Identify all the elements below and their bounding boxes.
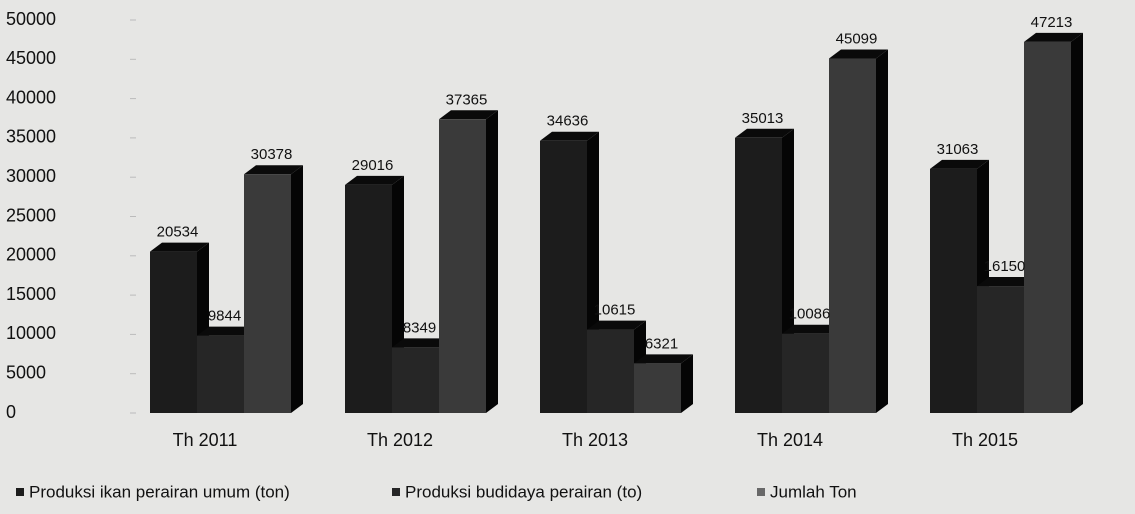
bar-top bbox=[540, 131, 599, 141]
y-tick-label: 45000 bbox=[6, 48, 56, 68]
bar-side bbox=[291, 165, 303, 413]
bar-front bbox=[587, 329, 634, 413]
bar-top bbox=[392, 338, 451, 348]
y-tick-label: 50000 bbox=[6, 9, 56, 29]
legend-swatch bbox=[392, 488, 400, 496]
bar-top bbox=[829, 49, 888, 59]
bar-front bbox=[392, 347, 439, 413]
x-tick-label: Th 2015 bbox=[952, 430, 1018, 450]
bar bbox=[439, 110, 498, 413]
bar-top bbox=[244, 165, 303, 175]
value-label: 29016 bbox=[352, 157, 394, 174]
y-tick-label: 30000 bbox=[6, 166, 56, 186]
legend-swatch bbox=[757, 488, 765, 496]
bar bbox=[1024, 32, 1083, 413]
bar-top bbox=[1024, 32, 1083, 42]
x-tick-label: Th 2011 bbox=[173, 430, 238, 450]
bar-front bbox=[150, 251, 197, 413]
value-label: 34636 bbox=[547, 113, 589, 130]
bar-front bbox=[735, 137, 782, 413]
bar-front bbox=[782, 333, 829, 413]
bar-top bbox=[930, 159, 989, 169]
bar-front bbox=[829, 58, 876, 414]
x-tick-label: Th 2012 bbox=[367, 430, 433, 450]
bar-front bbox=[977, 286, 1024, 413]
y-tick-label: 35000 bbox=[6, 127, 56, 147]
bar-top bbox=[439, 110, 498, 120]
bar-top bbox=[587, 320, 646, 330]
bar-top bbox=[634, 354, 693, 364]
value-label: 6321 bbox=[645, 335, 678, 352]
y-tick-label: 0 bbox=[6, 402, 16, 422]
value-label: 20534 bbox=[157, 224, 199, 241]
bar-side bbox=[876, 49, 888, 414]
bar-top bbox=[197, 326, 256, 336]
value-label: 47213 bbox=[1031, 14, 1073, 31]
bar-front bbox=[345, 184, 392, 413]
y-tick-label: 15000 bbox=[6, 284, 56, 304]
legend-label: Produksi ikan perairan umum (ton) bbox=[29, 482, 290, 501]
y-tick-label: 10000 bbox=[6, 323, 56, 343]
bar bbox=[930, 159, 989, 413]
y-tick-label: 5000 bbox=[6, 362, 46, 382]
bar bbox=[634, 354, 693, 413]
bar bbox=[244, 165, 303, 413]
legend-swatch bbox=[16, 488, 24, 496]
bar-top bbox=[150, 242, 209, 252]
legend-label: Produksi budidaya perairan (to) bbox=[405, 482, 642, 501]
bar bbox=[977, 277, 1036, 413]
value-label: 8349 bbox=[403, 319, 436, 336]
value-label: 16150 bbox=[984, 258, 1026, 275]
bar-front bbox=[1024, 41, 1071, 413]
bar-top bbox=[977, 277, 1036, 287]
y-tick-label: 20000 bbox=[6, 245, 56, 265]
y-tick-label: 40000 bbox=[6, 87, 56, 107]
bar-side bbox=[1071, 32, 1083, 413]
x-tick-label: Th 2014 bbox=[757, 430, 823, 450]
value-label: 10086 bbox=[789, 306, 831, 323]
value-label: 37365 bbox=[446, 91, 488, 108]
bar bbox=[829, 49, 888, 414]
bar-front bbox=[930, 168, 977, 413]
value-label: 31063 bbox=[937, 141, 979, 158]
bar-side bbox=[486, 110, 498, 413]
value-label: 35013 bbox=[742, 110, 784, 127]
bar-top bbox=[345, 175, 404, 185]
bar-top bbox=[782, 324, 841, 334]
bar-front bbox=[540, 140, 587, 413]
value-label: 10615 bbox=[594, 302, 636, 319]
bar-side bbox=[681, 354, 693, 413]
value-label: 45099 bbox=[836, 30, 878, 47]
value-label: 30378 bbox=[251, 146, 293, 163]
y-tick-label: 25000 bbox=[6, 205, 56, 225]
value-label: 9844 bbox=[208, 308, 241, 325]
x-tick-label: Th 2013 bbox=[562, 430, 628, 450]
bar-front bbox=[439, 119, 486, 413]
bar-front bbox=[197, 335, 244, 413]
legend-label: Jumlah Ton bbox=[770, 482, 857, 501]
bar-front bbox=[634, 363, 681, 413]
bar-front bbox=[244, 174, 291, 413]
bar-top bbox=[735, 128, 794, 138]
